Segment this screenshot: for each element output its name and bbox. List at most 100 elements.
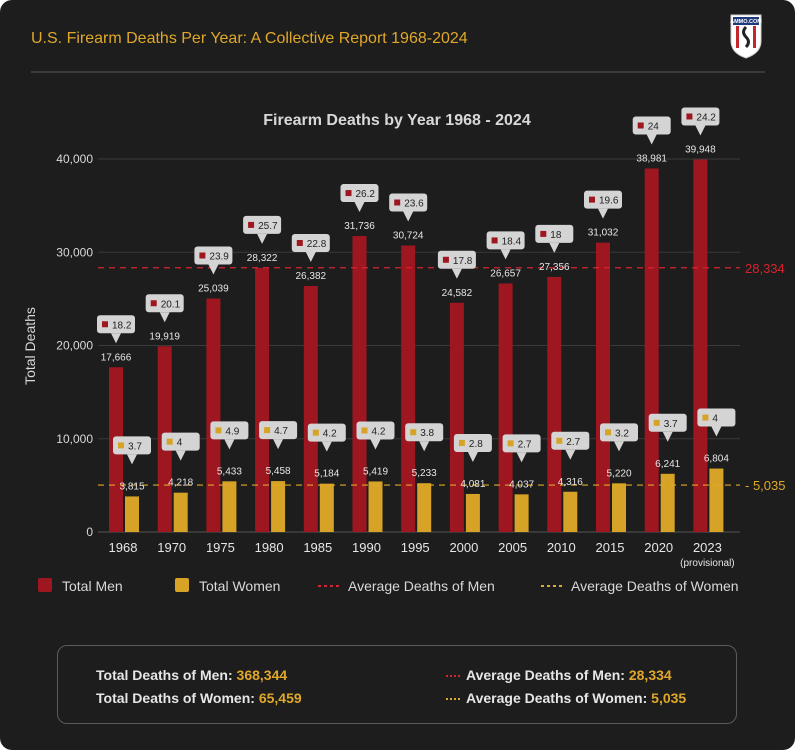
x-tick-label: 2005 [498, 540, 527, 555]
callout-swatch [605, 429, 611, 436]
x-tick-label: 1980 [255, 540, 284, 555]
women-value-label: 5,433 [217, 466, 242, 477]
men-value-label: 26,382 [296, 271, 327, 282]
women-bar [271, 481, 286, 532]
women-value-label: 5,233 [412, 468, 437, 479]
men-bar [401, 245, 416, 532]
rate-callout-box [632, 116, 671, 135]
x-tick-label: 2020 [644, 540, 673, 555]
men-value-label: 39,948 [685, 144, 716, 155]
men-bar [206, 298, 221, 532]
women-bar [612, 483, 626, 532]
callout-swatch [248, 221, 255, 228]
legend-item: Average Deaths of Women [571, 578, 739, 594]
men-value-label: 28,322 [247, 253, 278, 264]
callout-swatch [589, 196, 595, 203]
women-value-label: 4,316 [558, 477, 583, 488]
rate-callout-label: 18 [550, 230, 562, 241]
men-bar [255, 267, 270, 532]
report-title: U.S. Firearm Deaths Per Year: A Collecti… [31, 30, 468, 47]
chart-title: Firearm Deaths by Year 1968 - 2024 [263, 112, 531, 129]
rate-callout-label: 18.4 [502, 236, 522, 247]
women-bar [125, 496, 139, 532]
callout-pointer [175, 450, 186, 461]
rate-callout-label: 24.2 [696, 112, 716, 123]
summary-total-women: Total Deaths of Women: 65,459 [96, 690, 302, 706]
callout-swatch [166, 438, 173, 445]
women-bar [563, 491, 578, 532]
men-value-label: 26,657 [490, 268, 521, 279]
rate-callout-box [551, 431, 590, 450]
callout-swatch [264, 427, 271, 434]
men-bar [547, 276, 562, 532]
rate-callout-box [210, 421, 249, 440]
callout-swatch [686, 113, 693, 120]
women-value-label: 3,815 [119, 481, 144, 492]
men-bar [449, 302, 464, 532]
men-value-label: 27,356 [539, 262, 570, 273]
callout-pointer [370, 439, 381, 450]
rate-callout-label: 25.7 [258, 221, 278, 232]
y-tick-label: 20,000 [56, 339, 93, 353]
women-bar [465, 493, 480, 532]
rate-callout-box [307, 423, 346, 442]
rate-callout-label: 3.7 [664, 419, 678, 430]
rate-callout-label: 24 [648, 122, 660, 133]
x-tick-label: 1975 [206, 540, 235, 555]
callout-pointer [500, 249, 511, 260]
rate-callout-box [356, 421, 395, 440]
callout-pointer [549, 242, 560, 253]
y-tick-label: 30,000 [56, 245, 93, 259]
x-tick-label: 1995 [401, 540, 430, 555]
women-value-label: 5,458 [266, 466, 291, 477]
svg-text:AMMO.COM: AMMO.COM [730, 19, 762, 25]
y-tick-label: 10,000 [56, 432, 93, 446]
callout-swatch [312, 429, 319, 436]
callout-pointer [208, 264, 219, 275]
women-value-label: 6,804 [704, 454, 729, 465]
callout-swatch [458, 439, 465, 446]
y-tick-label: 40,000 [56, 152, 93, 166]
men-value-label: 31,032 [588, 228, 619, 239]
legend-item: Total Women [199, 578, 280, 594]
x-tick-sublabel: (provisional) [680, 558, 734, 569]
rate-callout-box [486, 231, 525, 250]
rate-callout-box [584, 190, 622, 209]
women-bar [222, 481, 237, 532]
rate-callout-box [161, 432, 200, 451]
women-value-label: 5,184 [314, 469, 339, 480]
women-bar [514, 494, 529, 532]
rate-callout-label: 3.8 [420, 428, 434, 439]
x-tick-label: 1968 [109, 540, 138, 555]
legend-item: Average Deaths of Men [348, 578, 495, 594]
men-value-label: 31,736 [344, 221, 375, 232]
callout-pointer [224, 439, 235, 450]
callout-pointer [516, 452, 527, 463]
rate-callout-box [681, 107, 720, 126]
callout-pointer [273, 439, 284, 450]
rate-callout-label: 4.9 [225, 426, 239, 437]
rate-callout-label: 2.8 [469, 439, 483, 450]
women-avg-dash-icon [446, 698, 460, 701]
rate-callout-label: 4 [177, 438, 183, 449]
women-bar [319, 483, 334, 532]
rate-callout-label: 4 [712, 414, 718, 425]
rate-callout-box [145, 294, 184, 313]
callout-pointer [419, 441, 430, 452]
rate-callout-label: 23.6 [404, 198, 424, 209]
rate-callout-label: 3.2 [615, 428, 629, 439]
rate-callout-label: 18.2 [112, 320, 132, 331]
callout-pointer [305, 251, 316, 262]
rate-callout-box [340, 184, 379, 203]
legend-item: Total Men [62, 578, 123, 594]
rate-callout-box [697, 408, 736, 427]
rate-callout-box [453, 433, 492, 452]
men-bar [303, 285, 318, 532]
callout-pointer [565, 449, 576, 460]
men-avg-dash-icon [446, 675, 460, 678]
callout-pointer [711, 426, 722, 437]
callout-swatch [150, 300, 157, 307]
callout-pointer [646, 134, 657, 145]
men-bar [644, 168, 659, 532]
